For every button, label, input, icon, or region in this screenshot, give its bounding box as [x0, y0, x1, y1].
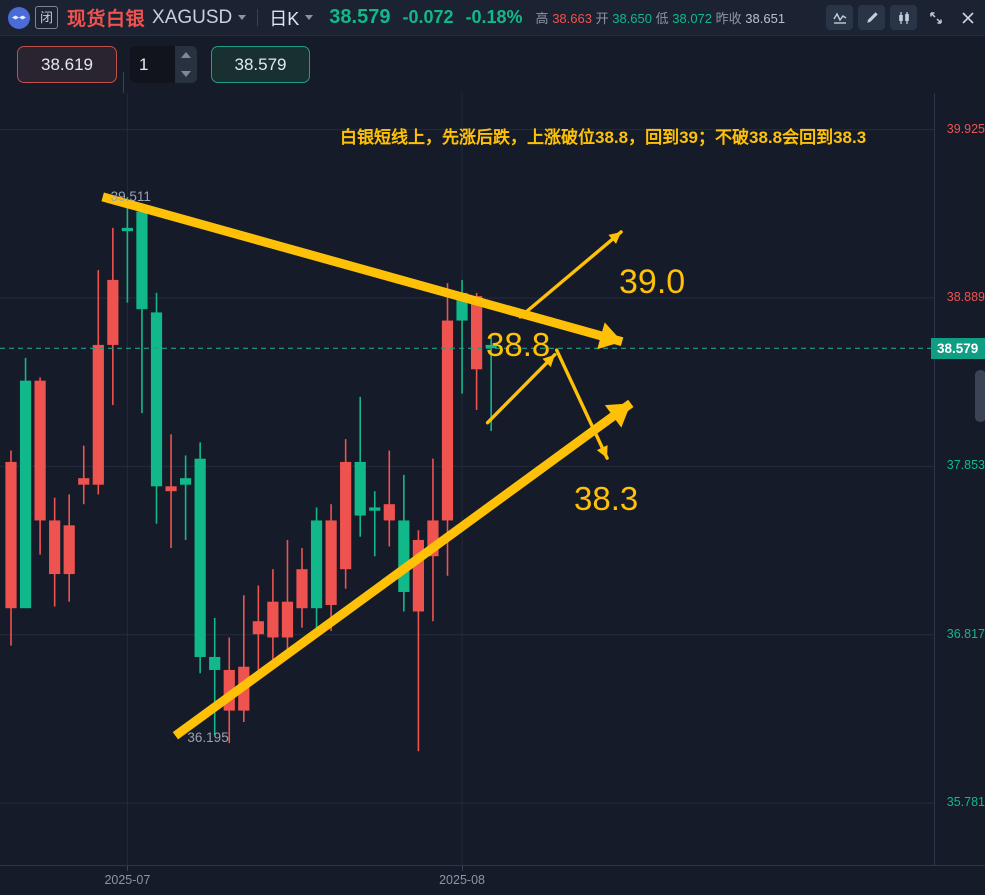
- brand-circle-icon: [8, 6, 30, 29]
- time-tick-label: 2025-08: [439, 873, 485, 887]
- buy-price-button[interactable]: 38.579: [211, 46, 310, 83]
- high-label: 高: [535, 11, 549, 26]
- high-value: 38.663: [552, 11, 592, 26]
- symbol-name-cn: 现货白银: [67, 9, 146, 30]
- price-axis-scrollbar[interactable]: [975, 370, 985, 423]
- close-icon[interactable]: [954, 5, 981, 30]
- annotation-headline: 白银短线上，先涨后跌，上涨破位38.8，回到39；不破38.8会回到38.3: [340, 128, 867, 147]
- current-price-badge: 38.579: [931, 338, 985, 360]
- last-price: 38.579: [329, 6, 391, 28]
- time-tick-mark: [462, 866, 464, 871]
- spinner-up-icon[interactable]: [181, 52, 191, 59]
- annotation-label-38-3: 38.3: [574, 480, 639, 517]
- price-tick: 38.889: [946, 289, 985, 304]
- indicator-icon[interactable]: [826, 5, 853, 30]
- fullscreen-icon[interactable]: [922, 5, 949, 30]
- app-header: 闭 现货白银 XAGUSD 日K 38.579 -0.072 -0.18% 高 …: [0, 0, 985, 36]
- price-tick: 35.781: [946, 795, 985, 810]
- trendline-top-label: 39.511: [110, 188, 151, 204]
- sell-price-button[interactable]: 38.619: [17, 46, 117, 83]
- candlestick-plot[interactable]: 白银短线上，先涨后跌，上涨破位38.8，回到39；不破38.8会回到38.3 3…: [0, 93, 934, 865]
- spinner-down-icon[interactable]: [181, 70, 191, 77]
- time-tick-mark: [127, 866, 129, 871]
- price-tick: 39.925: [946, 121, 985, 136]
- price-tick: 36.817: [946, 626, 985, 641]
- period-selector-label[interactable]: 日K: [269, 8, 300, 29]
- price-tick: 37.853: [946, 458, 985, 473]
- close-square-button[interactable]: 闭: [35, 6, 58, 29]
- quantity-stepper[interactable]: 1: [130, 46, 197, 83]
- change-percent: -0.18%: [465, 7, 523, 27]
- annotation-label-39: 39.0: [619, 263, 686, 301]
- trendline-bottom-label: 36.195: [187, 729, 229, 745]
- draw-pencil-icon[interactable]: [858, 5, 885, 30]
- symbol-code: XAGUSD: [152, 6, 233, 28]
- open-value: 38.650: [612, 11, 652, 26]
- symbol-dropdown-caret-icon[interactable]: [238, 15, 247, 20]
- header-divider: [257, 9, 259, 26]
- annotation-label-38-8: 38.8: [486, 326, 551, 363]
- order-bar: 38.619 1 38.579: [0, 36, 985, 129]
- period-dropdown-caret-icon[interactable]: [305, 15, 314, 20]
- prev-close-label: 昨收: [715, 11, 742, 26]
- header-toolbar: [821, 5, 985, 30]
- change-absolute: -0.072: [402, 7, 454, 27]
- chart-container[interactable]: 白银短线上，先涨后跌，上涨破位38.8，回到39；不破38.8会回到38.3 3…: [0, 93, 985, 894]
- plot-svg: [0, 93, 934, 865]
- prev-close-value: 38.651: [745, 11, 786, 26]
- time-axis[interactable]: 2025-07 2025-08: [0, 865, 985, 895]
- ohlc-readout: 高 38.663 开 38.650 低 38.072 昨收 38.651: [536, 8, 786, 27]
- low-label: 低: [655, 11, 669, 26]
- low-value: 38.072: [672, 11, 713, 26]
- quantity-spinner[interactable]: [175, 46, 197, 83]
- time-tick-label: 2025-07: [104, 873, 151, 887]
- quantity-value: 1: [139, 54, 149, 74]
- candlestick-type-icon[interactable]: [890, 5, 917, 30]
- price-axis[interactable]: 38.579 39.925 38.889 37.853 36.817 35.781: [931, 93, 985, 865]
- open-label: 开: [595, 11, 609, 26]
